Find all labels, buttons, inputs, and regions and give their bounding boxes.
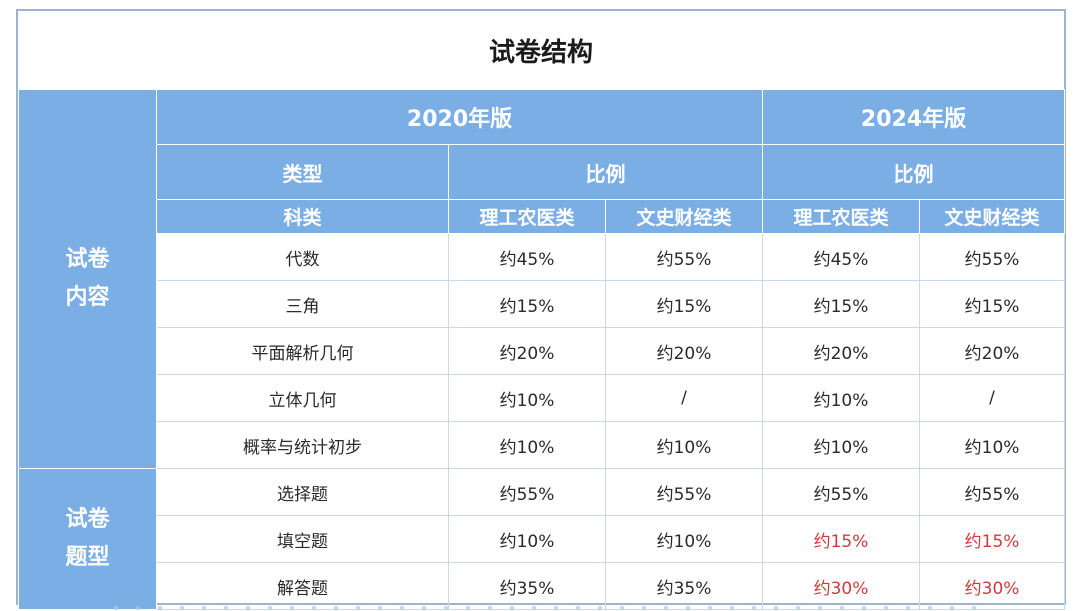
ratio-2020-header: 比例	[447, 144, 764, 200]
science-2020-value: 约10%	[448, 515, 606, 563]
table-title: 试卷结构	[488, 37, 593, 68]
table-row: 三角 约15% 约15% 约15% 约15%	[19, 280, 1066, 328]
row-name: 填空题	[156, 515, 449, 563]
arts-2020-value: 约10%	[604, 515, 764, 563]
science-2024-value: 约45%	[762, 233, 921, 281]
row-name: 平面解析几何	[156, 327, 449, 375]
arts-2020-value: 约55%	[604, 468, 764, 516]
row-name: 立体几何	[156, 374, 449, 422]
arts-2024-value-changed: 约30%	[919, 562, 1066, 610]
arts-2024-value: /	[919, 374, 1066, 422]
arts-2020-value: 约15%	[604, 280, 764, 328]
row-name: 代数	[156, 233, 449, 281]
row-name: 选择题	[156, 468, 449, 516]
science-2020-value: 约55%	[448, 468, 606, 516]
science-2020-value: 约15%	[448, 280, 606, 328]
section-question-types-label: 试卷 题型	[18, 468, 157, 610]
exam-structure-table: 试卷 内容 2020年版 2024年版 类型 比例 比例 科类 理工农医类 文史财…	[18, 89, 1066, 610]
science-2020-header: 理工农医类	[448, 199, 606, 234]
exam-structure-table-frame: 试卷结构 试卷 内容 2020年版 2024年版 类型 比例 比例 科类 理工农医…	[16, 9, 1066, 610]
arts-2020-value: 约10%	[604, 421, 764, 469]
edition-2024-header: 2024年版	[762, 89, 1066, 145]
arts-2024-value: 约20%	[919, 327, 1066, 375]
science-2020-value: 约35%	[448, 562, 606, 610]
science-2024-value: 约10%	[762, 374, 921, 422]
decorative-dot-border	[105, 605, 985, 611]
row-name: 解答题	[156, 562, 449, 610]
arts-2024-value: 约15%	[919, 280, 1066, 328]
arts-2024-header: 文史财经类	[919, 199, 1066, 234]
arts-2020-value: 约35%	[604, 562, 764, 610]
science-2020-value: 约20%	[448, 327, 606, 375]
arts-2020-header: 文史财经类	[604, 199, 764, 234]
arts-2024-value: 约10%	[919, 421, 1066, 469]
science-2024-value: 约15%	[762, 280, 921, 328]
science-2024-header: 理工农医类	[762, 199, 921, 234]
science-2024-value: 约10%	[762, 421, 921, 469]
arts-2020-value: 约55%	[604, 233, 764, 281]
row-name: 概率与统计初步	[156, 421, 449, 469]
arts-2024-value: 约55%	[919, 233, 1066, 281]
row-name: 三角	[156, 280, 449, 328]
arts-2020-value: /	[604, 374, 764, 422]
table-row: 平面解析几何 约20% 约20% 约20% 约20%	[19, 327, 1066, 375]
science-2020-value: 约45%	[448, 233, 606, 281]
arts-2024-value-changed: 约15%	[919, 515, 1066, 563]
category-header: 科类	[156, 199, 449, 234]
science-2020-value: 约10%	[448, 374, 606, 422]
science-2020-value: 约10%	[448, 421, 606, 469]
section-content-label: 试卷 内容	[18, 89, 157, 469]
edition-2020-header: 2020年版	[155, 89, 764, 145]
science-2024-value: 约55%	[762, 468, 921, 516]
table-row: 填空题 约10% 约10% 约15% 约15%	[19, 515, 1066, 563]
arts-2020-value: 约20%	[604, 327, 764, 375]
table-row: 立体几何 约10% / 约10% /	[19, 374, 1066, 422]
table-row: 代数 约45% 约55% 约45% 约55%	[19, 233, 1066, 281]
table-row: 解答题 约35% 约35% 约30% 约30%	[19, 562, 1066, 610]
table-row: 概率与统计初步 约10% 约10% 约10% 约10%	[19, 421, 1066, 469]
ratio-2024-header: 比例	[762, 144, 1066, 200]
science-2024-value: 约20%	[762, 327, 921, 375]
table-row: 试卷 题型 选择题 约55% 约55% 约55% 约55%	[18, 468, 1066, 610]
type-header: 类型	[156, 144, 449, 200]
arts-2024-value: 约55%	[919, 468, 1066, 516]
science-2024-value-changed: 约30%	[762, 562, 921, 610]
science-2024-value-changed: 约15%	[762, 515, 921, 563]
